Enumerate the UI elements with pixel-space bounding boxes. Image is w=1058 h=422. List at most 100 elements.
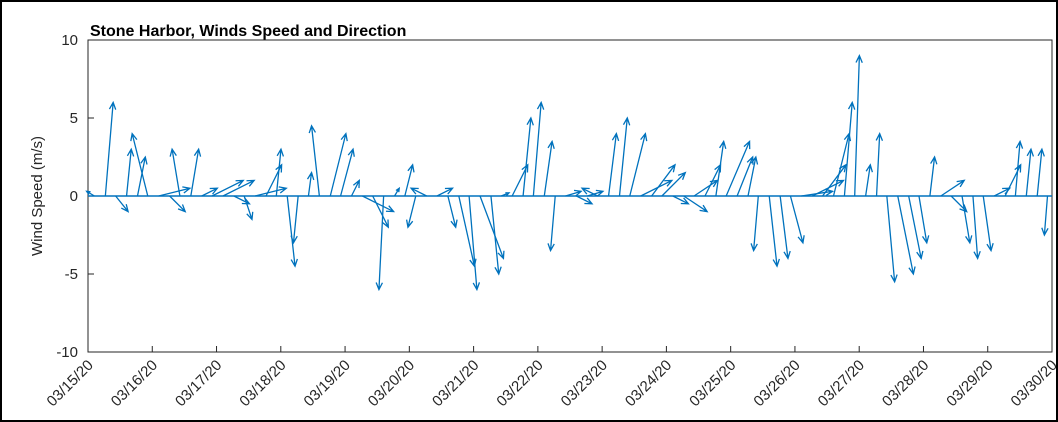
wind-arrow <box>886 195 898 284</box>
wind-arrow <box>580 187 598 197</box>
x-tick-label: 03/18/20 <box>236 357 289 410</box>
wind-arrow <box>587 189 605 197</box>
wind-arrow <box>85 190 95 197</box>
wind-arrow <box>447 195 458 229</box>
wind-arrow <box>115 195 130 213</box>
wind-arrow <box>169 195 187 213</box>
wind-arrow <box>306 171 315 197</box>
wind-arrow <box>640 179 674 197</box>
wind-arrow <box>822 163 847 197</box>
wind-arrow <box>211 179 245 197</box>
wind-arrow <box>565 189 583 197</box>
y-tick-label: 10 <box>61 32 78 49</box>
wind-arrow <box>329 132 348 197</box>
wind-arrow <box>629 132 648 197</box>
wind-arrow <box>125 147 135 197</box>
x-tick-label: 03/15/20 <box>44 357 97 410</box>
x-tick-label: 03/21/20 <box>429 357 482 410</box>
y-axis-label: Wind Speed (m/s) <box>29 136 46 256</box>
wind-arrow <box>350 178 361 197</box>
wind-arrow <box>875 132 884 197</box>
wind-arrow <box>651 163 676 197</box>
wind-arrow <box>747 155 759 197</box>
wind-arrow <box>404 163 415 197</box>
wind-arrow <box>393 186 401 197</box>
wind-arrow <box>158 186 192 197</box>
x-tick-label: 03/20/20 <box>365 357 418 410</box>
wind-arrow <box>1036 147 1045 197</box>
wind-arrow <box>372 195 390 229</box>
wind-arrow <box>362 195 396 213</box>
y-tick-label: -10 <box>56 344 78 361</box>
y-tick-label: 0 <box>70 188 78 205</box>
wind-arrow <box>683 195 709 213</box>
wind-arrow <box>940 179 966 197</box>
x-tick-label: 03/28/20 <box>879 357 932 410</box>
wind-arrow <box>982 195 994 253</box>
wind-arrow <box>286 195 299 268</box>
wind-arrow <box>468 195 481 292</box>
wind-arrow <box>490 195 502 276</box>
wind-arrow <box>275 147 285 197</box>
wind-arrow <box>576 195 594 205</box>
wind-arrow <box>339 147 355 197</box>
wind-arrow <box>618 116 631 197</box>
wind-arrow <box>854 54 863 197</box>
x-tick-label: 03/29/20 <box>943 357 996 410</box>
wind-arrow <box>661 171 687 197</box>
wind-arrow <box>897 195 916 276</box>
wind-arrow <box>972 195 981 260</box>
wind-arrow <box>436 187 454 197</box>
wind-arrow <box>409 187 427 197</box>
x-tick-label: 03/30/20 <box>1008 357 1058 410</box>
wind-arrow <box>130 132 149 197</box>
wind-arrow <box>243 195 254 221</box>
wind-arrow <box>254 186 288 197</box>
wind-arrow <box>725 139 751 197</box>
wind-arrow <box>500 192 511 197</box>
wind-arrow <box>607 132 620 197</box>
x-tick-label: 03/17/20 <box>172 357 225 410</box>
wind-arrow <box>789 195 805 245</box>
wind-arrow <box>961 195 973 245</box>
chart-title: Stone Harbor, Winds Speed and Direction <box>90 23 406 40</box>
y-tick-label: 5 <box>70 110 78 127</box>
wind-arrow <box>308 124 321 197</box>
wind-arrow <box>843 100 856 197</box>
wind-arrow <box>201 187 219 197</box>
wind-arrow <box>547 195 556 253</box>
wind-arrow <box>190 147 202 197</box>
wind-arrow <box>1025 147 1035 197</box>
x-tick-label: 03/23/20 <box>558 357 611 410</box>
wind-arrow <box>136 155 148 197</box>
wind-arrow <box>750 195 759 253</box>
wind-arrow <box>479 195 505 260</box>
x-tick-label: 03/22/20 <box>493 357 546 410</box>
wind-arrow <box>1041 195 1049 237</box>
x-tick-label: 03/27/20 <box>815 357 868 410</box>
wind-arrow <box>169 147 181 197</box>
wind-arrow <box>532 100 545 197</box>
wind-arrow <box>1014 139 1024 197</box>
wind-arrow <box>543 139 555 197</box>
x-tick-label: 03/24/20 <box>622 357 675 410</box>
x-tick-label: 03/26/20 <box>750 357 803 410</box>
wind-arrow <box>768 195 781 268</box>
wind-arrow <box>908 195 924 260</box>
wind-arrow <box>715 139 727 197</box>
wind-arrow <box>864 163 874 197</box>
wind-arrow <box>290 195 299 245</box>
wind-arrow <box>375 195 385 292</box>
x-tick-label: 03/25/20 <box>686 357 739 410</box>
x-tick-label: 03/19/20 <box>301 357 354 410</box>
wind-arrow <box>104 100 117 197</box>
wind-arrow <box>222 179 256 197</box>
wind-arrow <box>779 195 791 260</box>
wind-arrow <box>918 195 930 245</box>
wind-arrow <box>405 195 417 229</box>
wind-arrow <box>522 116 534 197</box>
y-tick-label: -5 <box>65 266 78 283</box>
